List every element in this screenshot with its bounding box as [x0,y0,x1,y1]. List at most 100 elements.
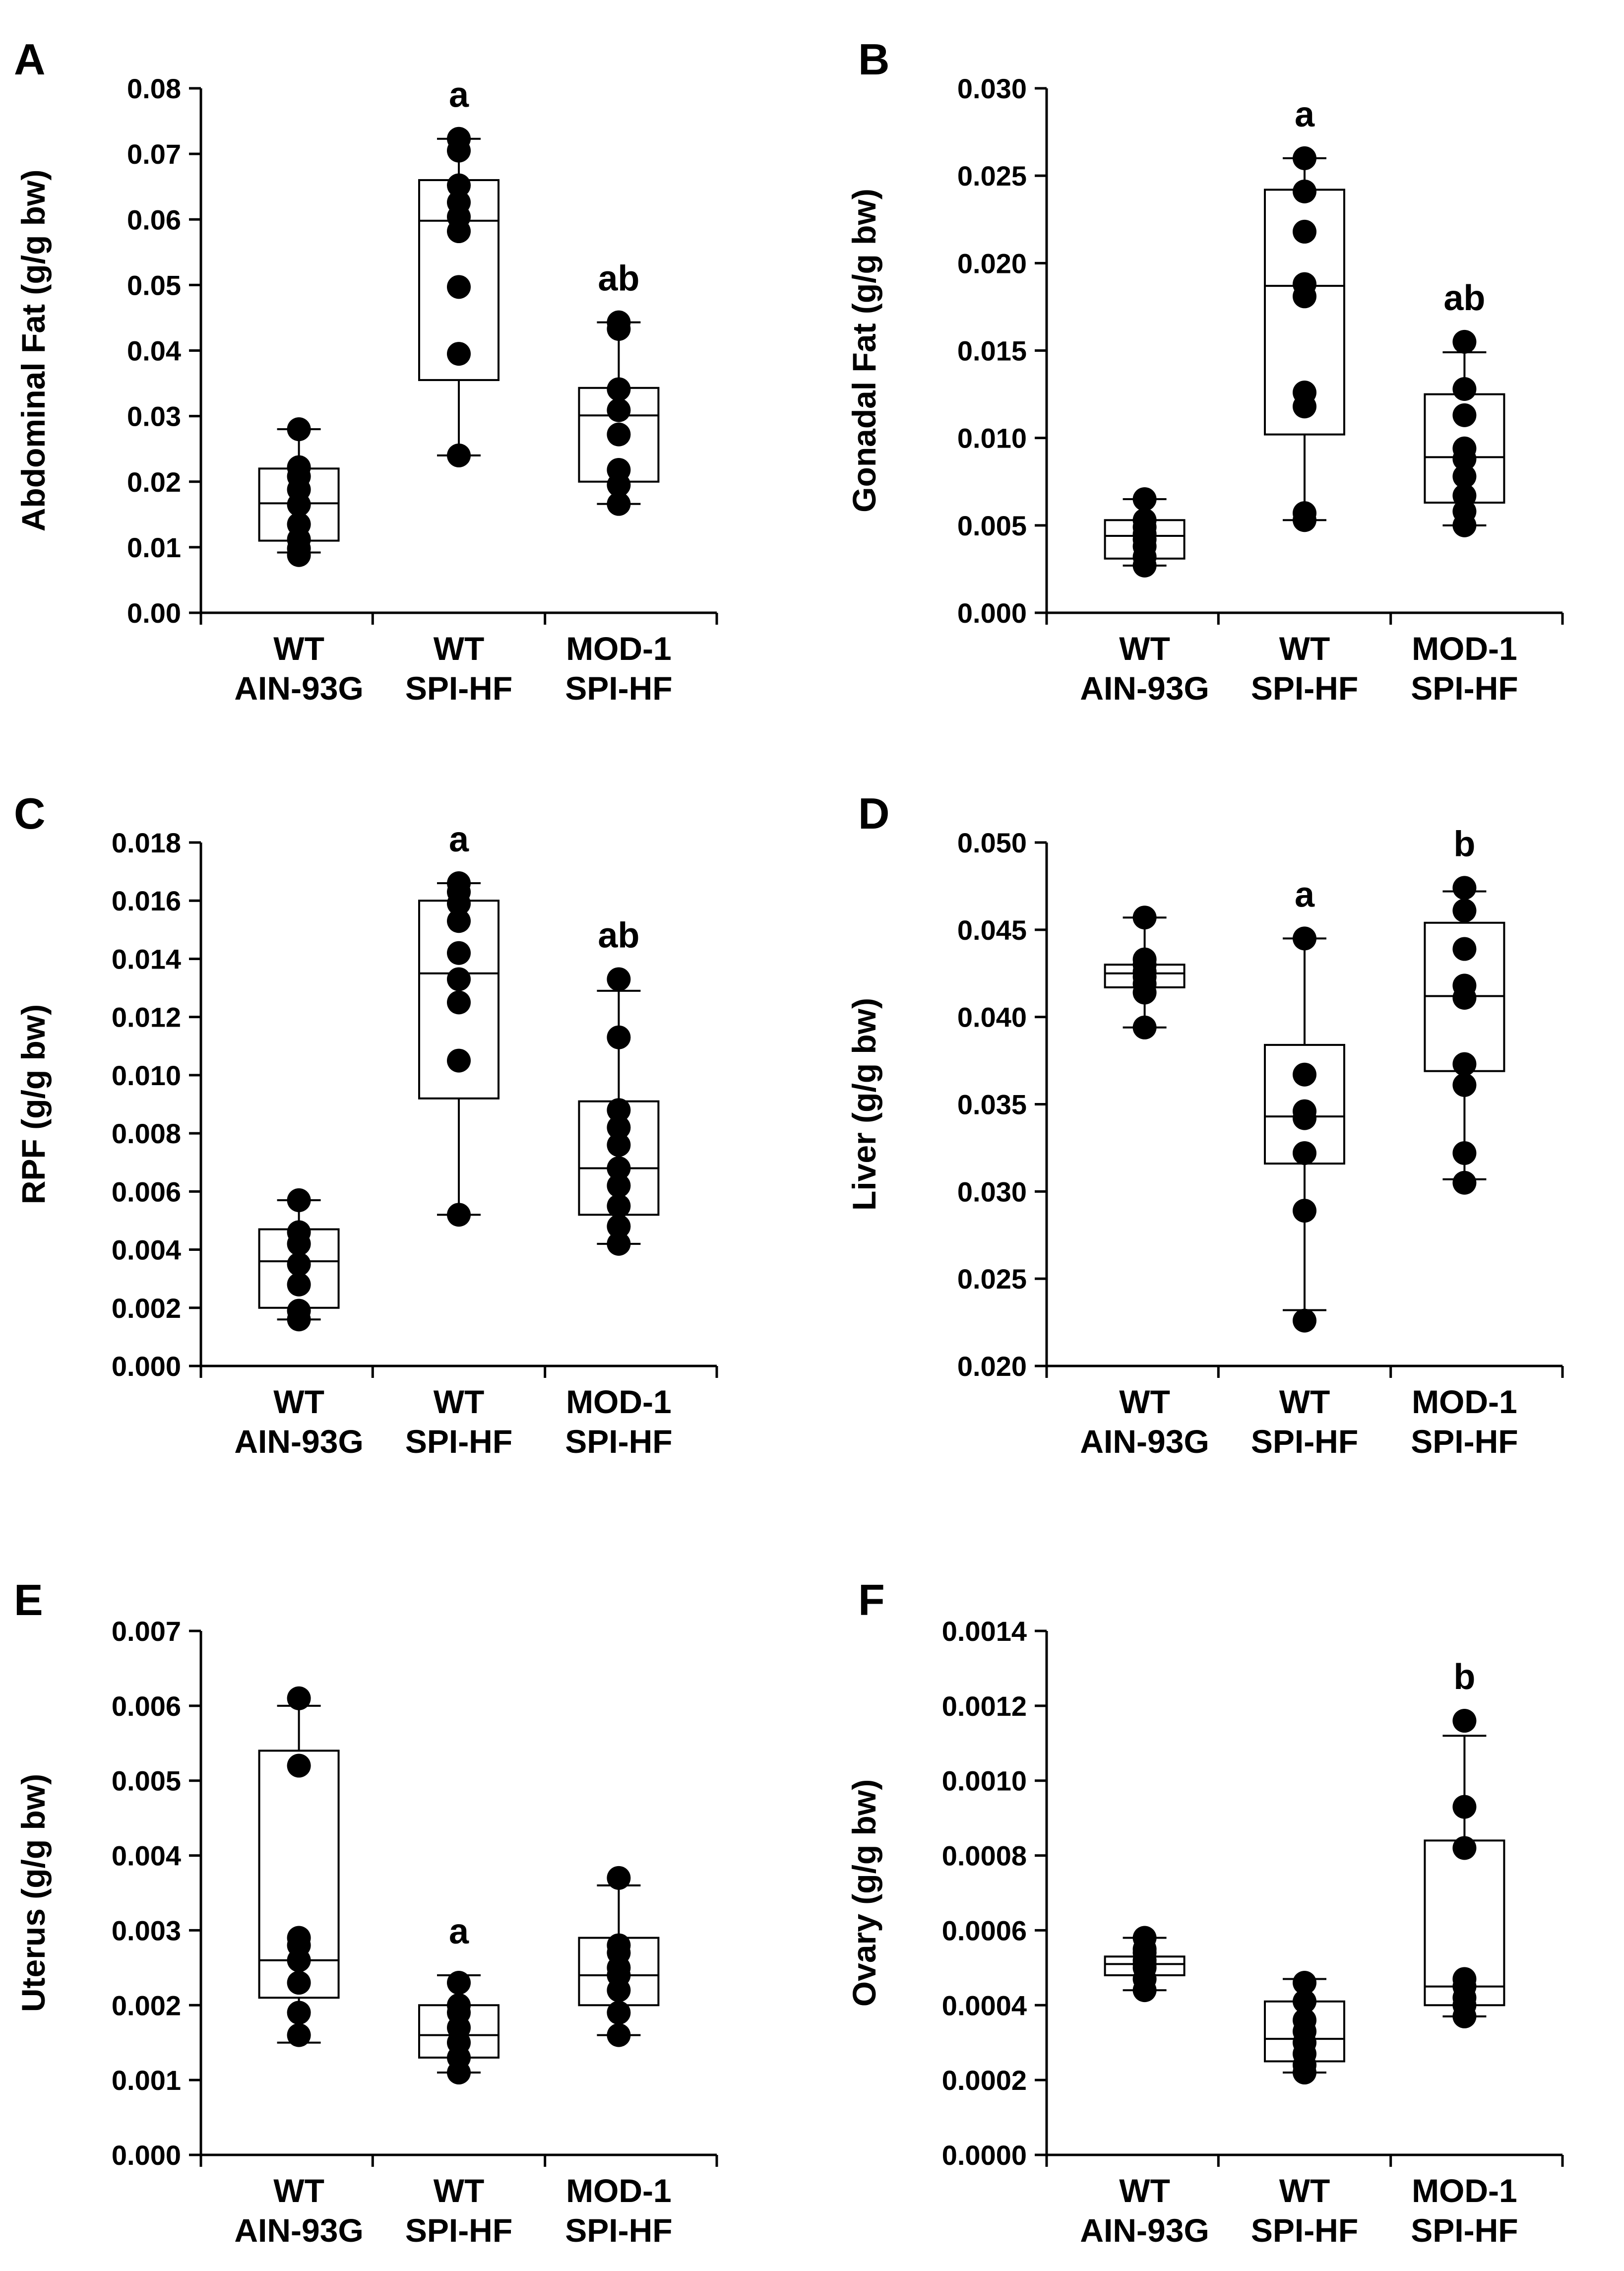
data-point [1452,1052,1477,1076]
data-point [1452,899,1477,923]
data-point [607,1133,631,1157]
data-point [1132,508,1157,532]
y-tick-label: 0.014 [112,943,181,974]
data-point [1293,179,1316,203]
box-group: ab [1424,278,1505,537]
y-tick-label: 0.010 [112,1060,181,1091]
y-tick-label: 0.0006 [942,1915,1027,1946]
data-point [607,1098,631,1122]
y-tick-label: 0.020 [957,248,1027,279]
data-point [287,1753,311,1778]
y-axis-title: RPF (g/g bw) [15,1004,52,1204]
box-group [258,1686,340,2047]
box-group [258,417,340,567]
y-tick-label: 0.0004 [942,1990,1027,2021]
data-point [287,417,311,442]
significance-label: a [449,1912,469,1951]
y-tick-label: 0.001 [112,2065,181,2096]
y-axis-title: Abdominal Fat (g/g bw) [15,170,52,532]
data-point [1293,1099,1316,1123]
y-tick-label: 0.000 [112,2140,181,2171]
data-point [287,2001,311,2025]
panel-letter: A [14,35,46,84]
y-tick-label: 0.045 [957,914,1027,946]
x-tick-label: WT [1279,1383,1330,1420]
y-tick-label: 0.003 [112,1915,181,1946]
y-tick-label: 0.08 [127,73,181,104]
y-tick-label: 0.018 [112,827,181,858]
y-tick-label: 0.02 [127,466,181,498]
y-tick-label: 0.0008 [942,1840,1027,1872]
data-point [1452,973,1477,998]
data-point [607,1232,631,1256]
box-group: a [1264,95,1345,532]
y-tick-label: 0.06 [127,204,181,235]
box-group: a [418,820,500,1227]
data-point [607,967,631,991]
x-tick-label: WT [434,630,485,667]
y-tick-label: 0.04 [127,335,181,367]
data-point [1132,906,1157,930]
data-point [447,173,471,197]
y-tick-label: 0.0000 [942,2140,1027,2171]
significance-label: ab [598,915,639,955]
x-tick-label: WT [273,1383,324,1420]
data-point [447,1993,471,2017]
y-tick-label: 0.01 [127,532,181,563]
data-point [447,941,471,965]
y-axis-title: Gonadal Fat (g/g bw) [846,189,882,513]
y-tick-label: 0.002 [112,1990,181,2021]
x-tick-label: SPI-HF [1411,2212,1518,2249]
data-point [447,342,471,366]
data-point [447,871,471,896]
data-point [1452,1967,1477,1991]
data-point [287,1220,311,1244]
significance-label: a [1295,875,1315,914]
x-tick-label: WT [1279,2172,1330,2209]
x-tick-label: SPI-HF [405,1423,512,1460]
data-point [287,1298,311,1323]
data-point [1452,483,1477,508]
data-point [1452,1709,1477,1733]
significance-label: b [1453,824,1475,864]
panel-letter: C [14,789,46,838]
data-point [607,1933,631,1957]
data-point [1293,1989,1316,2013]
y-tick-label: 0.000 [112,1351,181,1382]
data-point [1293,1308,1316,1333]
data-point [1293,1199,1316,1223]
data-point [607,1115,631,1140]
x-tick-label: MOD-1 [1412,1383,1517,1420]
y-tick-label: 0.005 [957,510,1027,541]
x-tick-label: SPI-HF [565,1423,672,1460]
data-point [287,1926,311,1950]
box-group [258,1188,340,1332]
data-point [607,492,631,516]
panel-b: B 0.000 0.005 0.010 0.015 0.020 0.025 0.030 Gona… [846,35,1564,707]
data-point [1132,1926,1157,1950]
x-tick-label: SPI-HF [405,670,512,707]
data-point [607,2001,631,2025]
data-point [1293,2008,1316,2032]
x-tick-label: AIN-93G [1080,2212,1209,2249]
y-tick-label: 0.006 [112,1176,181,1207]
data-point [1452,937,1477,961]
y-axis-title: Liver (g/g bw) [846,998,882,1211]
data-point [1132,1015,1157,1039]
panel-letter: B [858,35,890,84]
x-tick-label: AIN-93G [234,2212,363,2249]
x-tick-label: WT [273,630,324,667]
data-point [287,1252,311,1276]
data-point [1452,436,1477,460]
y-tick-label: 0.030 [957,73,1027,104]
data-point [1293,926,1316,951]
y-tick-label: 0.07 [127,138,181,170]
y-tick-label: 0.0010 [942,1765,1027,1797]
y-tick-label: 0.025 [957,160,1027,192]
significance-label: ab [598,259,639,299]
y-tick-label: 0.005 [112,1765,181,1797]
data-point [607,457,631,482]
data-point [287,455,311,479]
x-tick-label: WT [434,1383,485,1420]
